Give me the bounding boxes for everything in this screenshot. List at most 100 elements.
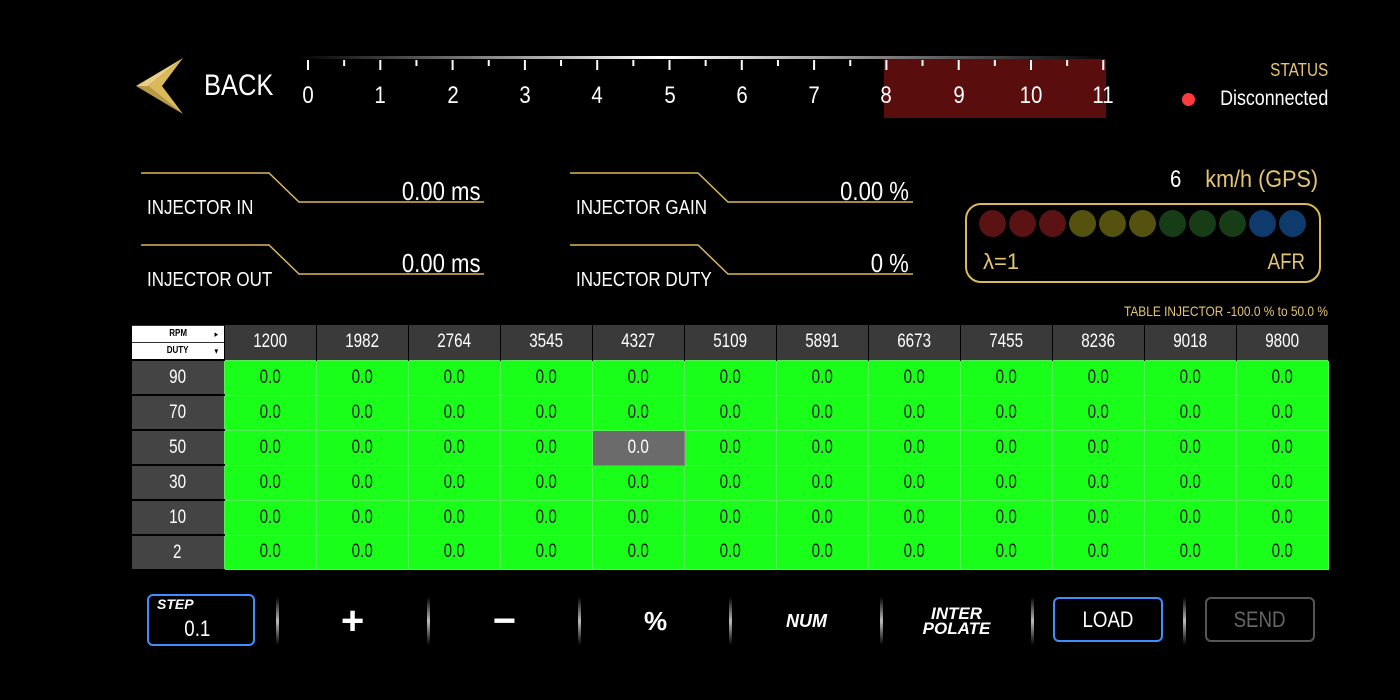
table-cell[interactable]: 0.0 [1052,464,1145,501]
column-header-rpm[interactable]: 3545 [500,325,593,360]
load-button[interactable]: LOAD [1053,597,1163,642]
table-cell[interactable]: 0.0 [776,394,869,431]
table-cell[interactable]: 0.0 [1236,534,1329,570]
table-cell[interactable]: 0.0 [960,429,1053,466]
table-cell[interactable]: 0.0 [408,464,501,501]
row-header-duty[interactable]: 2 [131,534,225,570]
table-cell[interactable]: 0.0 [776,429,869,466]
column-header-rpm[interactable]: 9800 [1236,325,1329,360]
table-cell[interactable]: 0.0 [868,394,961,431]
table-cell[interactable]: 0.0 [1144,429,1237,466]
table-cell[interactable]: 0.0 [1236,499,1329,536]
table-cell[interactable]: 0.0 [1052,429,1145,466]
table-cell[interactable]: 0.0 [868,464,961,501]
table-cell[interactable]: 0.0 [224,534,317,570]
interpolate-button[interactable]: INTER POLATE [904,595,1009,647]
table-cell[interactable]: 0.0 [960,534,1053,570]
table-cell[interactable]: 0.0 [224,394,317,431]
column-header-rpm[interactable]: 5109 [684,325,777,360]
table-cell[interactable]: 0.0 [592,464,685,501]
table-cell[interactable]: 0.0 [1052,534,1145,570]
table-cell[interactable]: 0.0 [316,534,409,570]
table-cell[interactable]: 0.0 [408,429,501,466]
table-cell[interactable]: 0.0 [316,464,409,501]
table-cell[interactable]: 0.0 [316,359,409,396]
column-header-rpm[interactable]: 5891 [776,325,869,360]
column-header-rpm[interactable]: 2764 [408,325,501,360]
table-cell[interactable]: 0.0 [224,464,317,501]
table-cell[interactable]: 0.0 [500,429,593,466]
table-cell[interactable]: 0.0 [408,359,501,396]
table-cell[interactable]: 0.0 [960,464,1053,501]
table-cell[interactable]: 0.0 [500,464,593,501]
table-cell[interactable]: 0.0 [592,499,685,536]
table-cell[interactable]: 0.0 [224,359,317,396]
table-cell[interactable]: 0.0 [316,499,409,536]
table-cell[interactable]: 0.0 [408,499,501,536]
table-cell[interactable]: 0.0 [316,394,409,431]
table-cell[interactable]: 0.0 [224,429,317,466]
table-cell[interactable]: 0.0 [960,359,1053,396]
table-cell[interactable]: 0.0 [1144,359,1237,396]
table-cell[interactable]: 0.0 [684,359,777,396]
table-cell[interactable]: 0.0 [316,429,409,466]
table-cell[interactable]: 0.0 [1144,464,1237,501]
table-cell[interactable]: 0.0 [684,394,777,431]
table-cell[interactable]: 0.0 [868,429,961,466]
table-cell[interactable]: 0.0 [960,499,1053,536]
table-cell[interactable]: 0.0 [500,534,593,570]
table-cell[interactable]: 0.0 [500,499,593,536]
table-cell[interactable]: 0.0 [592,394,685,431]
table-cell[interactable]: 0.0 [684,534,777,570]
table-cell[interactable]: 0.0 [500,359,593,396]
table-cell[interactable]: 0.0 [776,359,869,396]
table-cell[interactable]: 0.0 [224,499,317,536]
column-header-rpm[interactable]: 9018 [1144,325,1237,360]
num-button[interactable]: NUM [754,595,859,647]
table-cell[interactable]: 0.0 [592,359,685,396]
table-corner[interactable]: RPM ▸ DUTY ▾ [131,325,225,360]
table-cell[interactable]: 0.0 [592,534,685,570]
back-button[interactable]: BACK [136,57,286,115]
table-cell[interactable]: 0.0 [1236,394,1329,431]
table-cell[interactable]: 0.0 [500,394,593,431]
column-header-rpm[interactable]: 6673 [868,325,961,360]
table-cell[interactable]: 0.0 [868,499,961,536]
row-header-duty[interactable]: 30 [131,464,225,501]
table-cell[interactable]: 0.0 [960,394,1053,431]
row-header-duty[interactable]: 50 [131,429,225,466]
decrease-button[interactable]: − [452,595,557,647]
table-cell[interactable]: 0.0 [1052,394,1145,431]
column-header-rpm[interactable]: 4327 [592,325,685,360]
table-cell-selected[interactable]: 0.0 [592,429,685,466]
table-cell[interactable]: 0.0 [1144,394,1237,431]
table-cell[interactable]: 0.0 [1236,464,1329,501]
percent-button[interactable]: % [603,595,708,647]
row-header-duty[interactable]: 10 [131,499,225,536]
table-cell[interactable]: 0.0 [684,464,777,501]
table-cell[interactable]: 0.0 [684,429,777,466]
row-header-duty[interactable]: 90 [131,359,225,396]
table-cell[interactable]: 0.0 [1236,429,1329,466]
table-cell[interactable]: 0.0 [1236,359,1329,396]
table-cell[interactable]: 0.0 [776,464,869,501]
table-cell[interactable]: 0.0 [408,394,501,431]
table-cell[interactable]: 0.0 [868,534,961,570]
table-cell[interactable]: 0.0 [776,499,869,536]
table-cell[interactable]: 0.0 [1052,499,1145,536]
send-button[interactable]: SEND [1205,597,1315,642]
table-cell[interactable]: 0.0 [1052,359,1145,396]
table-cell[interactable]: 0.0 [684,499,777,536]
column-header-rpm[interactable]: 1200 [224,325,317,360]
table-cell[interactable]: 0.0 [776,534,869,570]
increase-button[interactable]: + [300,595,405,647]
row-header-duty[interactable]: 70 [131,394,225,431]
table-cell[interactable]: 0.0 [1144,534,1237,570]
table-cell[interactable]: 0.0 [868,359,961,396]
column-header-rpm[interactable]: 8236 [1052,325,1145,360]
column-header-rpm[interactable]: 7455 [960,325,1053,360]
step-field[interactable]: STEP 0.1 [147,594,255,646]
column-header-rpm[interactable]: 1982 [316,325,409,360]
table-cell[interactable]: 0.0 [408,534,501,570]
table-cell[interactable]: 0.0 [1144,499,1237,536]
